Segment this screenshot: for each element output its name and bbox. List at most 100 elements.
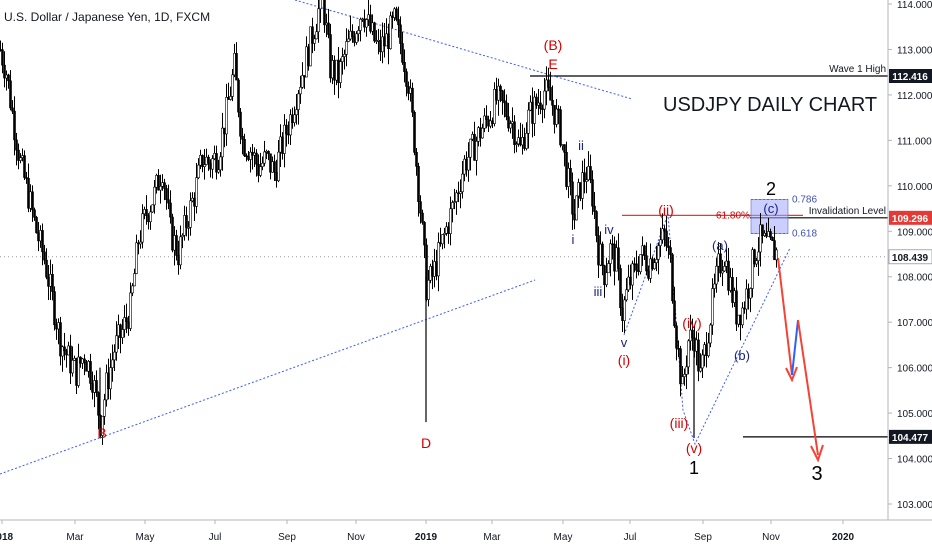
candle-body xyxy=(273,161,276,173)
candle xyxy=(131,283,134,297)
candle-body xyxy=(295,109,298,116)
candle-body xyxy=(69,345,72,374)
candle-body xyxy=(485,115,488,120)
candle-body xyxy=(143,209,146,215)
candle xyxy=(69,334,72,385)
candle-body xyxy=(515,143,518,146)
candle-body xyxy=(117,324,120,337)
candle xyxy=(171,213,174,253)
candle-body xyxy=(173,235,176,251)
candle-body xyxy=(687,340,690,368)
candle xyxy=(683,368,686,386)
candle-body xyxy=(207,156,210,164)
candle xyxy=(751,247,754,298)
candle xyxy=(757,237,760,276)
y-tick-label: 112.000 xyxy=(897,91,932,102)
candle-body xyxy=(345,41,348,55)
candle xyxy=(707,332,710,358)
candle-body xyxy=(199,154,202,166)
candle-body xyxy=(539,102,542,109)
price-tag-bg xyxy=(889,210,932,225)
candle-body xyxy=(127,321,130,329)
price-tag-label: 104.477 xyxy=(892,433,929,444)
candle xyxy=(625,278,628,302)
candle xyxy=(581,160,584,210)
candle-body xyxy=(163,182,166,189)
candle-body xyxy=(261,162,264,167)
candle xyxy=(255,149,258,177)
candle-body xyxy=(481,127,484,139)
candle xyxy=(11,100,14,114)
candle xyxy=(9,70,12,111)
candle xyxy=(41,223,44,266)
candle xyxy=(669,240,672,263)
wave-channel-lines xyxy=(623,213,791,446)
candle-body xyxy=(359,19,362,31)
candle-body xyxy=(397,19,400,26)
candle xyxy=(467,142,470,182)
candle xyxy=(635,250,638,279)
candle xyxy=(507,102,510,132)
candle-body xyxy=(133,273,136,287)
candle xyxy=(327,8,330,39)
candle-body xyxy=(655,259,658,264)
candle-body xyxy=(759,224,762,253)
candle xyxy=(709,323,712,348)
candle xyxy=(187,221,190,241)
candle-body xyxy=(43,251,46,261)
candle-body xyxy=(255,152,258,165)
y-tick-label: 109.000 xyxy=(897,227,932,238)
candle-body xyxy=(185,215,188,228)
candle xyxy=(513,115,516,154)
candle-body xyxy=(497,85,500,101)
candle-body xyxy=(617,247,620,269)
candle-body xyxy=(23,155,26,178)
wave-labels: (B)EBD(ii)(i)(iv)(iii)(v)iiiiviiiv(a)(c)… xyxy=(97,37,822,485)
candle xyxy=(115,321,118,361)
lower-trendline xyxy=(0,279,536,475)
candle-body xyxy=(635,263,638,271)
candle xyxy=(113,344,116,372)
candle-body xyxy=(571,181,574,215)
candle-body xyxy=(501,90,504,102)
candle-body xyxy=(327,22,330,35)
candle-body xyxy=(41,230,44,253)
candle xyxy=(699,353,702,373)
candle-body xyxy=(419,201,422,214)
candle-body xyxy=(193,197,196,207)
candle-body xyxy=(81,358,84,364)
candle-body xyxy=(549,87,552,101)
candle xyxy=(165,184,168,210)
candle-body xyxy=(317,8,320,33)
candle-body xyxy=(751,249,754,289)
candle-body xyxy=(339,61,342,83)
candle-body xyxy=(89,361,92,384)
candle xyxy=(323,0,326,33)
candle-body xyxy=(663,228,666,232)
candle xyxy=(145,195,148,225)
price-tag-label: 112.416 xyxy=(892,72,928,83)
candle-body xyxy=(67,345,70,356)
candle-body xyxy=(727,260,730,291)
candle-body xyxy=(181,235,184,238)
candle xyxy=(365,18,368,37)
candle-body xyxy=(75,357,78,386)
candle xyxy=(33,207,36,221)
candle-body xyxy=(171,216,174,251)
candle-body xyxy=(771,237,774,241)
candle xyxy=(775,247,778,268)
candle xyxy=(535,93,538,109)
candle xyxy=(261,156,264,171)
fib-618-label: 0.618 xyxy=(792,229,817,240)
wave-label-red: D xyxy=(421,435,431,451)
price-tag-label: 108.439 xyxy=(892,253,929,264)
y-tick-label: 106.000 xyxy=(897,364,932,375)
candle xyxy=(345,28,348,67)
candle xyxy=(525,122,528,151)
candle xyxy=(645,242,648,276)
candle-body xyxy=(311,26,314,44)
candle-body xyxy=(183,215,186,236)
candle-body xyxy=(427,279,430,300)
